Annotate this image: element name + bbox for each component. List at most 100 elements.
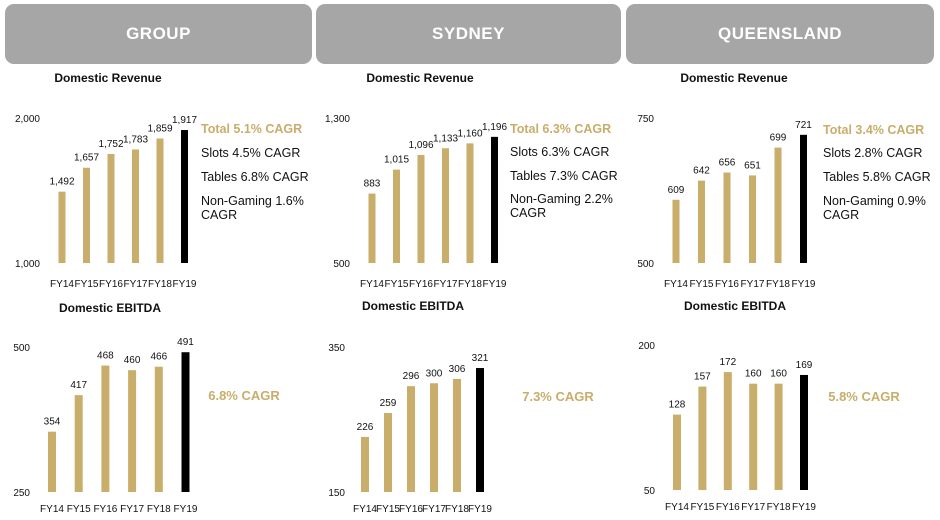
data-label: 642 [693,166,710,177]
bar [749,175,756,263]
cagr-breakdown-line: Slots 4.5% CAGR [201,146,300,160]
x-tick-label: FY15 [690,279,714,290]
ebitda-cagr-label: 7.3% CAGR [522,389,594,404]
data-label: 1,196 [482,122,507,133]
bar [407,386,415,492]
data-label: 1,657 [74,153,99,164]
bar [74,395,83,492]
bar [672,199,680,263]
bar [723,172,731,263]
data-label: 172 [719,357,736,368]
bar [673,414,681,490]
cagr-breakdown-line: CAGR [823,208,859,222]
data-label: 1,133 [433,133,458,144]
bar [466,143,474,263]
chart-title: Domestic EBITDA [362,299,464,313]
bar [723,372,732,490]
data-label: 128 [669,400,686,411]
bar [698,180,705,263]
data-label: 259 [380,398,397,409]
bar [101,365,110,492]
bar [491,136,498,263]
data-label: 468 [97,351,114,362]
region-tab-sydney: SYDNEY [316,4,621,64]
x-tick-label: FY16 [399,504,423,515]
x-tick-label: FY15 [75,279,99,290]
data-label: 651 [744,160,761,171]
x-tick-label: FY18 [445,504,469,515]
ebitda-cagr-label: 6.8% CAGR [208,388,280,403]
x-tick-label: FY19 [792,502,816,513]
x-tick-label: FY17 [741,279,765,290]
y-tick-label: 50 [644,486,656,497]
chart-title: Domestic Revenue [366,71,474,85]
data-label: 466 [150,352,167,363]
x-tick-label: FY14 [360,279,384,290]
x-tick-label: FY18 [767,502,791,513]
cagr-breakdown-line: Slots 6.3% CAGR [510,145,609,159]
cagr-breakdown-line: Tables 6.8% CAGR [201,170,309,184]
x-tick-label: FY18 [458,279,482,290]
x-tick-label: FY17 [124,279,148,290]
x-tick-label: FY18 [766,279,790,290]
y-tick-label: 250 [13,488,30,499]
x-tick-label: FY16 [409,279,433,290]
data-label: 300 [426,368,443,379]
data-label: 491 [177,337,194,348]
data-label: 1,917 [172,115,197,126]
data-label: 1,783 [123,134,148,145]
chart-title: Domestic Revenue [680,71,788,85]
x-tick-label: FY16 [93,504,117,515]
bar [453,378,461,492]
cagr-breakdown-line: Non-Gaming 2.2% [510,192,613,206]
data-label: 160 [745,369,762,380]
data-label: 169 [796,360,813,371]
x-tick-label: FY17 [434,279,458,290]
data-label: 417 [70,380,87,391]
data-label: 1,160 [457,128,482,139]
y-tick-label: 1,300 [325,114,350,125]
chart-title: Domestic Revenue [54,71,162,85]
bar [132,149,139,263]
x-tick-label: FY19 [468,504,492,515]
data-label: 226 [357,422,374,433]
chart-title: Domestic EBITDA [59,301,161,315]
y-tick-label: 1,000 [15,259,40,270]
data-label: 321 [472,353,489,364]
bar [476,368,484,492]
data-label: 699 [770,133,787,144]
x-tick-label: FY14 [353,504,377,515]
cagr-breakdown-line: Non-Gaming 1.6% [201,194,304,208]
data-label: 1,492 [49,177,74,188]
region-tab-queensland: QUEENSLAND [626,4,934,64]
bar [48,431,56,492]
x-tick-label: FY19 [483,279,507,290]
bar [361,436,369,492]
y-tick-label: 500 [13,343,30,354]
bar [384,412,392,492]
bar [800,374,808,490]
x-tick-label: FY14 [50,279,74,290]
y-tick-label: 350 [328,343,345,354]
ebitda-cagr-label: 5.8% CAGR [828,389,900,404]
cagr-breakdown-line: Slots 2.8% CAGR [823,146,922,160]
y-tick-label: 750 [637,114,654,125]
data-label: 160 [770,369,787,380]
y-tick-label: 2,000 [15,114,40,125]
region-tab-group: GROUP [5,4,312,64]
x-tick-label: FY14 [40,504,64,515]
x-tick-label: FY17 [120,504,144,515]
cagr-total: Total 5.1% CAGR [201,122,302,136]
data-label: 609 [668,185,685,196]
bar [181,130,188,263]
x-tick-label: FY19 [173,279,197,290]
cagr-breakdown-line: CAGR [510,206,546,220]
x-tick-label: FY16 [716,502,740,513]
bar [107,153,115,263]
bar [698,386,707,490]
bar [800,134,807,263]
cagr-breakdown-line: Tables 5.8% CAGR [823,170,931,184]
x-tick-label: FY19 [792,279,816,290]
y-tick-label: 500 [333,259,350,270]
